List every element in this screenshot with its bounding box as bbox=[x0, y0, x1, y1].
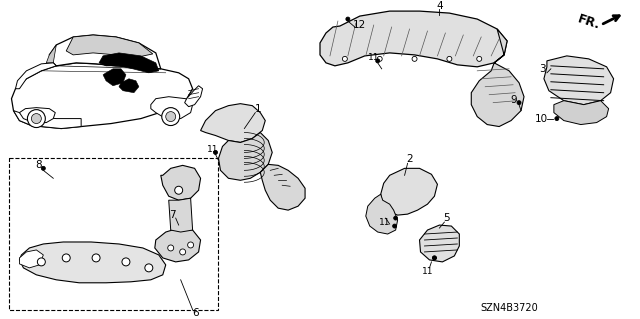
Circle shape bbox=[162, 108, 180, 126]
Text: SZN4B3720: SZN4B3720 bbox=[480, 303, 538, 313]
Circle shape bbox=[175, 186, 182, 194]
Polygon shape bbox=[200, 104, 265, 143]
Text: 1: 1 bbox=[255, 104, 262, 114]
Circle shape bbox=[393, 224, 397, 228]
Text: 9: 9 bbox=[511, 95, 517, 105]
Circle shape bbox=[180, 249, 186, 255]
Text: 5: 5 bbox=[443, 213, 450, 223]
Polygon shape bbox=[19, 242, 166, 283]
Circle shape bbox=[28, 110, 45, 128]
Polygon shape bbox=[169, 198, 193, 232]
Circle shape bbox=[122, 258, 130, 266]
Polygon shape bbox=[99, 53, 159, 73]
Circle shape bbox=[166, 112, 176, 122]
Polygon shape bbox=[554, 101, 609, 124]
Circle shape bbox=[447, 56, 452, 61]
Circle shape bbox=[168, 245, 173, 251]
Polygon shape bbox=[260, 164, 305, 210]
Polygon shape bbox=[366, 194, 397, 234]
Circle shape bbox=[433, 256, 436, 260]
Polygon shape bbox=[544, 56, 614, 105]
Circle shape bbox=[214, 151, 218, 154]
Circle shape bbox=[31, 114, 42, 123]
Polygon shape bbox=[13, 111, 81, 129]
Text: 4: 4 bbox=[436, 1, 443, 11]
Polygon shape bbox=[66, 35, 153, 57]
Circle shape bbox=[394, 216, 397, 220]
Circle shape bbox=[346, 17, 350, 21]
Polygon shape bbox=[119, 79, 139, 93]
Circle shape bbox=[342, 56, 348, 61]
Polygon shape bbox=[19, 108, 55, 122]
Polygon shape bbox=[381, 168, 437, 215]
Circle shape bbox=[92, 254, 100, 262]
Polygon shape bbox=[151, 97, 193, 119]
Circle shape bbox=[37, 258, 45, 266]
Circle shape bbox=[517, 101, 521, 105]
Text: 11: 11 bbox=[422, 267, 433, 276]
Circle shape bbox=[376, 59, 380, 63]
Text: 10: 10 bbox=[534, 114, 547, 123]
Text: 2: 2 bbox=[406, 154, 413, 164]
Circle shape bbox=[62, 254, 70, 262]
Circle shape bbox=[555, 116, 559, 121]
Polygon shape bbox=[320, 11, 507, 67]
Circle shape bbox=[477, 56, 482, 61]
Circle shape bbox=[433, 256, 436, 260]
Text: 6: 6 bbox=[192, 308, 199, 318]
Text: 11: 11 bbox=[368, 53, 380, 63]
Polygon shape bbox=[161, 165, 200, 200]
Polygon shape bbox=[49, 35, 161, 69]
Polygon shape bbox=[19, 250, 44, 268]
Text: FR.: FR. bbox=[576, 12, 602, 32]
Polygon shape bbox=[155, 228, 200, 262]
Text: 12: 12 bbox=[353, 20, 367, 30]
Circle shape bbox=[377, 56, 382, 61]
Circle shape bbox=[412, 56, 417, 61]
Text: 7: 7 bbox=[170, 210, 176, 220]
Text: 11: 11 bbox=[207, 145, 218, 154]
Text: 3: 3 bbox=[540, 64, 546, 74]
Circle shape bbox=[145, 264, 153, 272]
Polygon shape bbox=[471, 29, 524, 127]
Bar bbox=[10, 159, 218, 310]
Polygon shape bbox=[46, 45, 56, 63]
Polygon shape bbox=[103, 69, 126, 86]
Polygon shape bbox=[185, 86, 203, 107]
Circle shape bbox=[188, 242, 194, 248]
Polygon shape bbox=[218, 132, 272, 180]
Polygon shape bbox=[12, 63, 193, 129]
Text: 11: 11 bbox=[379, 218, 390, 226]
Polygon shape bbox=[420, 225, 460, 262]
Text: 8: 8 bbox=[35, 160, 42, 170]
Circle shape bbox=[42, 166, 45, 170]
Polygon shape bbox=[15, 63, 56, 89]
